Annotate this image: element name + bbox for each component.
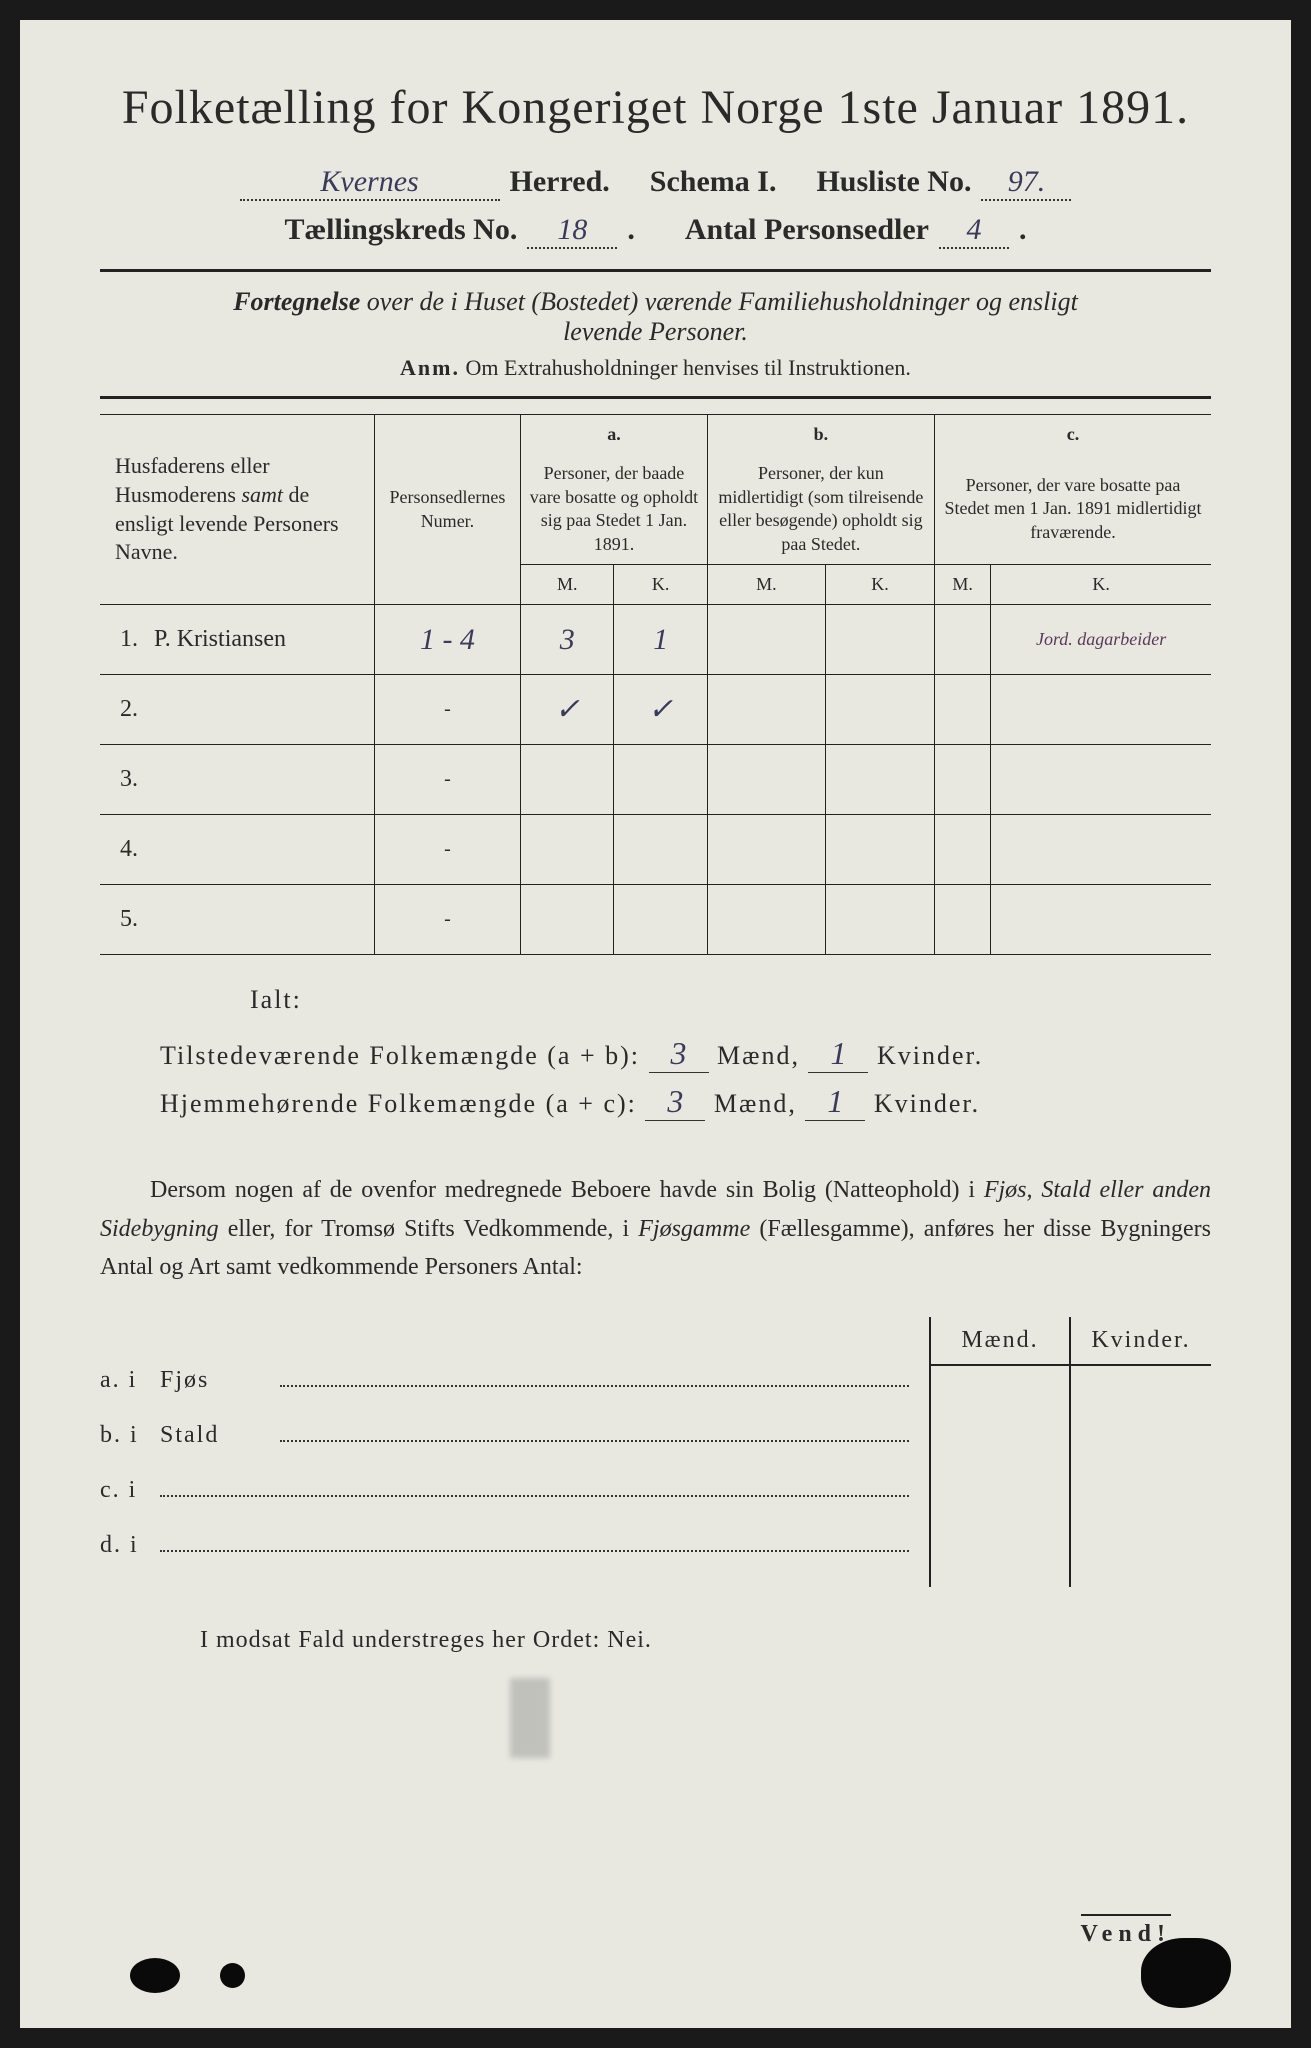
- vend-label: Vend!: [1081, 1914, 1171, 1948]
- ialt-label: Ialt:: [250, 985, 1211, 1015]
- antal-label: Antal Personsedler: [685, 213, 929, 247]
- husliste-label: Husliste No.: [816, 165, 971, 199]
- ink-blot: [130, 1958, 180, 1993]
- table-row: 1. P. Kristiansen 1 - 4 3 1 Jord. dagarb…: [100, 605, 1211, 675]
- col-b-m: M.: [707, 564, 825, 604]
- col-c-letter: c.: [934, 415, 1211, 455]
- col-c-m: M.: [934, 564, 990, 604]
- col-b-letter: b.: [707, 415, 934, 455]
- hjemme-line: Hjemmehørende Folkemængde (a + c): 3 Mæn…: [160, 1083, 1211, 1121]
- col-c-k: K.: [991, 564, 1211, 604]
- ink-blot: [220, 1963, 245, 1988]
- col-a-header: Personer, der baade vare bosatte og opho…: [521, 454, 708, 564]
- herred-label: Herred.: [510, 165, 610, 199]
- anm-note: Anm. Om Extrahusholdninger henvises til …: [100, 355, 1211, 381]
- herred-value: Kvernes: [240, 165, 500, 201]
- divider-2: [100, 396, 1211, 399]
- table-body: 1. P. Kristiansen 1 - 4 3 1 Jord. dagarb…: [100, 605, 1211, 955]
- building-table: a. iFjøs b. iStald c. i d. i Mænd. Kvind…: [100, 1317, 1211, 1587]
- header-line-2: Tællingskreds No. 18 . Antal Personsedle…: [100, 213, 1211, 249]
- maend-header: Mænd.: [931, 1317, 1069, 1366]
- col-b-header: Personer, der kun midlertidigt (som tilr…: [707, 454, 934, 564]
- schema-label: Schema I.: [650, 165, 777, 199]
- col-a-k: K.: [614, 564, 707, 604]
- ink-blot: [1141, 1938, 1231, 2008]
- kvinder-header: Kvinder.: [1071, 1317, 1211, 1366]
- table-row: 4. -: [100, 815, 1211, 885]
- modsat-line: I modsat Fald understreges her Ordet: Ne…: [200, 1627, 1211, 1654]
- side-row: d. i: [100, 1532, 909, 1577]
- col-a-m: M.: [521, 564, 614, 604]
- side-row: c. i: [100, 1477, 909, 1522]
- side-row: b. iStald: [100, 1422, 909, 1467]
- divider-1: [100, 269, 1211, 272]
- smudge-mark: [510, 1678, 550, 1758]
- tilstede-line: Tilstedeværende Folkemængde (a + b): 3 M…: [160, 1035, 1211, 1073]
- main-title: Folketælling for Kongeriget Norge 1ste J…: [100, 80, 1211, 135]
- col-b-k: K.: [826, 564, 935, 604]
- census-form-page: Folketælling for Kongeriget Norge 1ste J…: [20, 20, 1291, 2028]
- col-a-letter: a.: [521, 415, 708, 455]
- header-line-1: Kvernes Herred. Schema I. Husliste No. 9…: [100, 165, 1211, 201]
- col-names-header: Husfaderens eller Husmoderens samt de en…: [100, 415, 374, 605]
- table-row: 5. -: [100, 885, 1211, 955]
- kreds-value: 18: [527, 213, 617, 249]
- table-row: 3. -: [100, 745, 1211, 815]
- subtitle: Fortegnelse Fortegnelse over de i Huset …: [100, 287, 1211, 347]
- husliste-value: 97.: [981, 165, 1071, 201]
- antal-value: 4: [939, 213, 1009, 249]
- side-row: a. iFjøs: [100, 1367, 909, 1412]
- household-table: Husfaderens eller Husmoderens samt de en…: [100, 414, 1211, 955]
- table-row: 2. - ✓ ✓: [100, 675, 1211, 745]
- col-c-header: Personer, der vare bosatte paa Stedet me…: [934, 454, 1211, 564]
- kreds-label: Tællingskreds No.: [285, 213, 518, 247]
- col-numer-header: Personsedlernes Numer.: [374, 415, 520, 605]
- bolig-paragraph: Dersom nogen af de ovenfor medregnede Be…: [100, 1171, 1211, 1286]
